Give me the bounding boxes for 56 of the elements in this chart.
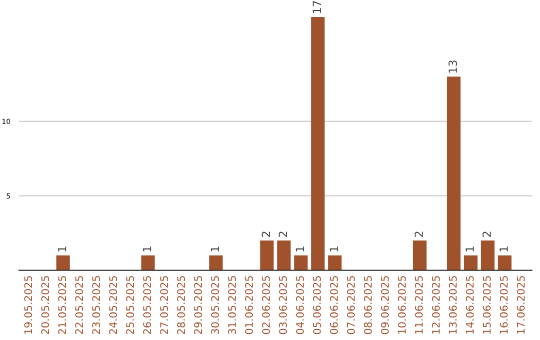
data-label: 1 — [58, 246, 66, 252]
x-tick-label: 07.06.2025 — [346, 276, 355, 334]
x-tick-label: 17.06.2025 — [516, 276, 525, 334]
bar — [480, 240, 495, 270]
data-label: 1 — [296, 246, 304, 252]
x-tick-label: 14.06.2025 — [466, 276, 474, 334]
x-tick-label: 25.05.2025 — [126, 276, 134, 334]
bar — [277, 240, 291, 270]
x-tick-label: 24.05.2025 — [109, 276, 118, 334]
x-tick-label: 06.06.2025 — [330, 276, 338, 334]
x-tick-label: 28.05.2025 — [177, 276, 185, 334]
bar — [498, 255, 512, 270]
x-tick-label: 08.06.2025 — [364, 276, 372, 334]
data-label: 2 — [262, 232, 270, 237]
x-tick-label: 12.06.2025 — [432, 276, 440, 334]
x-tick-label: 10.06.2025 — [398, 276, 406, 334]
x-tick-label: 13.06.2025 — [448, 276, 457, 334]
x-tick-label: 30.05.2025 — [211, 276, 219, 334]
bar — [412, 240, 427, 270]
data-label: 1 — [466, 246, 474, 252]
x-tick-label: 09.06.2025 — [380, 276, 389, 334]
x-tick-label: 21.05.2025 — [58, 276, 66, 334]
x-tick-label: 02.06.2025 — [262, 276, 270, 334]
data-label: 1 — [142, 246, 152, 252]
x-tick-label: 03.06.2025 — [279, 276, 287, 334]
data-label: 2 — [414, 232, 423, 237]
x-tick-label: 19.05.2025 — [24, 276, 32, 334]
bar — [311, 17, 325, 270]
x-tick-label: 01.06.2025 — [245, 276, 253, 334]
x-tick-label: 27.05.2025 — [160, 276, 168, 334]
data-label: 2 — [278, 232, 287, 237]
bar — [56, 255, 70, 270]
x-tick-label: 04.06.2025 — [296, 276, 304, 334]
x-tick-label: 16.06.2025 — [500, 276, 508, 334]
x-tick-label: 15.06.2025 — [482, 276, 491, 334]
x-tick-label: 11.06.2025 — [414, 276, 423, 334]
x-tick-label: 29.05.2025 — [194, 276, 202, 334]
data-label: 2 — [482, 232, 491, 237]
bar — [464, 255, 478, 270]
x-tick-label: 26.05.2025 — [143, 276, 152, 334]
data-label: 1 — [330, 246, 338, 252]
bar — [260, 240, 274, 270]
data-label: 1 — [210, 246, 220, 252]
x-tick-label: 22.05.2025 — [75, 276, 84, 334]
data-label: 13 — [448, 60, 457, 73]
x-tick-label: 20.05.2025 — [41, 276, 50, 334]
data-label: 17 — [312, 1, 321, 13]
x-tick-label: 23.05.2025 — [92, 276, 100, 334]
bar — [209, 255, 223, 270]
x-tick-label: 05.06.2025 — [313, 276, 321, 334]
bar — [446, 76, 461, 270]
bar — [328, 255, 342, 270]
data-label: 1 — [500, 246, 508, 252]
bar — [141, 255, 155, 270]
x-tick-label: 31.05.2025 — [228, 276, 236, 334]
bar — [294, 255, 308, 270]
